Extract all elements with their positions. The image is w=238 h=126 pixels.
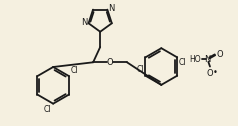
Text: N: N: [109, 4, 115, 13]
Text: Cl: Cl: [179, 58, 187, 67]
Text: Cl: Cl: [44, 105, 51, 114]
Text: •: •: [213, 68, 218, 77]
Text: Cl: Cl: [71, 66, 79, 75]
Text: O: O: [107, 58, 113, 67]
Text: Cl: Cl: [137, 65, 144, 74]
Text: HO: HO: [190, 55, 201, 64]
Text: N: N: [81, 18, 87, 27]
Text: O: O: [207, 69, 213, 78]
Text: N: N: [204, 55, 211, 64]
Text: O: O: [217, 50, 223, 59]
